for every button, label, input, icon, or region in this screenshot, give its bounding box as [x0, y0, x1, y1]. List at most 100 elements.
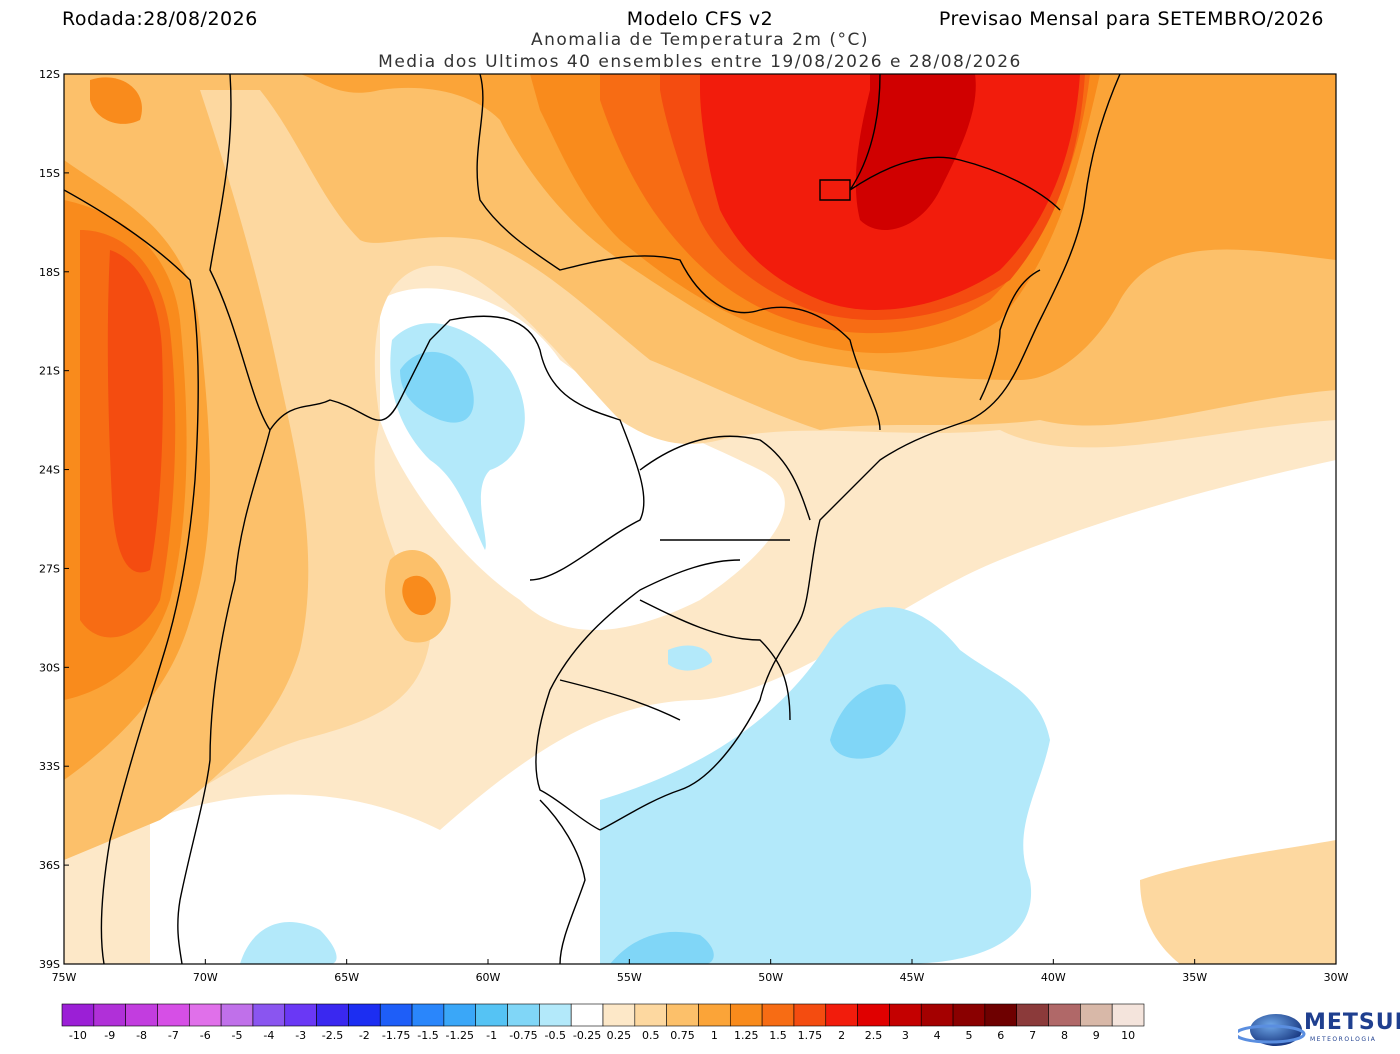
colorbar-swatch: [1080, 1003, 1113, 1027]
colorbar-label: -4: [263, 1029, 275, 1042]
colorbar-label: -3: [295, 1029, 307, 1042]
cool-region-rs: [668, 645, 712, 671]
warm-band-175-west: [107, 250, 163, 573]
colorbar-swatch: [61, 1003, 95, 1027]
warm-core-25: [855, 74, 976, 230]
warm-spot-chaco-core: [402, 575, 436, 616]
colorbar-label: -0.25: [572, 1029, 602, 1042]
lat-tick-label: 24S: [39, 464, 60, 477]
argentina-chile-border: [177, 429, 271, 964]
lon-tick-label: 55W: [617, 971, 642, 984]
lat-tick-label: 30S: [39, 661, 60, 674]
colorbar-swatch: [411, 1003, 445, 1027]
colorbar-swatch: [284, 1003, 317, 1027]
colorbar-label: 7: [1029, 1029, 1037, 1042]
colorbar-label: 0.75: [670, 1029, 695, 1042]
colorbar-label: 8: [1060, 1029, 1068, 1042]
anomaly-field: [64, 74, 1336, 964]
brazil-state-borders: [476, 74, 1061, 721]
variable-subtitle: Anomalia de Temperatura 2m (°C): [530, 30, 870, 50]
lon-tick-label: 75W: [52, 971, 77, 984]
warm-spot-nw: [90, 77, 142, 124]
colorbar-swatch: [507, 1003, 540, 1027]
lon-tick-label: 60W: [476, 971, 501, 984]
colorbar-label: 5: [965, 1029, 973, 1042]
colorbar-swatch: [1048, 1003, 1081, 1027]
map-frame: [63, 73, 1337, 965]
ensemble-subtitle: Media dos Ultimos 40 ensembles entre 19/…: [378, 52, 1022, 72]
lat-tick-label: 15S: [39, 167, 60, 180]
colorbar-label: 3: [901, 1029, 909, 1042]
colorbar-label: -2: [358, 1029, 370, 1042]
cool-core-atlantic: [830, 684, 906, 759]
colorbar-swatch: [857, 1003, 890, 1027]
lat-tick-label: 18S: [39, 266, 60, 279]
colorbar-label: 6: [997, 1029, 1005, 1042]
lon-tick-label: 45W: [900, 971, 925, 984]
lat-tick-label: 12S: [39, 68, 60, 81]
colorbar-label: 2: [838, 1029, 846, 1042]
colorbar-label: -6: [199, 1029, 211, 1042]
colorbar-swatch: [984, 1003, 1018, 1027]
colorbar-swatch: [539, 1003, 572, 1027]
colorbar-swatch: [1016, 1003, 1049, 1027]
colorbar-swatch: [125, 1003, 158, 1027]
colorbar-label: 1.75: [797, 1029, 823, 1042]
lon-tick-label: 50W: [758, 971, 783, 984]
colorbar-label: 9: [1092, 1029, 1100, 1042]
neutral-region-south: [150, 460, 1336, 964]
cool-core-south: [610, 931, 714, 964]
colorbar-swatch: [379, 1003, 413, 1027]
colorbar-label: -10: [68, 1029, 87, 1042]
colorbar-label: -1.5: [417, 1029, 439, 1042]
forecast-title: Previsao Mensal para SETEMBRO/2026: [938, 8, 1324, 30]
colorbar-swatch: [698, 1003, 731, 1027]
logo-wordmark: METSUL: [1304, 1010, 1400, 1035]
colorbar-swatch: [952, 1003, 986, 1027]
colorbar-label: 10: [1121, 1029, 1136, 1042]
colorbar-swatch: [316, 1003, 349, 1027]
colorbar-swatch: [1111, 1003, 1145, 1027]
colorbar-swatch: [602, 1003, 636, 1027]
colorbar-swatch: [157, 1003, 190, 1027]
colorbar-label: -9: [104, 1029, 116, 1042]
colorbar-label: 1.25: [733, 1029, 759, 1042]
lon-tick-label: 65W: [334, 971, 359, 984]
lat-tick-label: 21S: [39, 365, 60, 378]
lat-tick-label: 39S: [39, 958, 60, 971]
colorbar-label: 0.25: [606, 1029, 632, 1042]
colorbar-label: 4: [933, 1029, 941, 1042]
colorbar-label: -1.75: [381, 1029, 411, 1042]
colorbar-label: 0.5: [641, 1029, 660, 1042]
colorbar-swatch: [634, 1003, 667, 1027]
lon-tick-label: 70W: [193, 971, 218, 984]
cool-core-paraguay: [400, 351, 474, 423]
colorbar-swatch: [920, 1003, 954, 1027]
colorbar-label: -0.75: [509, 1029, 538, 1042]
colorbar-swatch: [666, 1003, 699, 1027]
colorbar-swatch: [348, 1003, 381, 1027]
argentina-coast: [539, 799, 586, 964]
colorbar-swatch: [443, 1003, 477, 1027]
model-title: Modelo CFS v2: [626, 8, 774, 30]
colorbar: [61, 1003, 1145, 1027]
colorbar-label: -0.5: [544, 1029, 566, 1042]
colorbar-label: -8: [136, 1029, 148, 1042]
colorbar-label: -2.5: [321, 1029, 344, 1042]
andes-border: [209, 74, 645, 581]
cool-region-atlantic: [600, 607, 1050, 964]
colorbar-swatch: [570, 1003, 604, 1027]
lon-tick-label: 40W: [1041, 971, 1066, 984]
coastline-borders: [64, 74, 1121, 964]
lat-tick-label: 36S: [39, 859, 60, 872]
uruguay-coast: [535, 559, 741, 831]
colorbar-label: -7: [167, 1029, 179, 1042]
colorbar-label: 2.5: [864, 1029, 883, 1042]
colorbar-swatch: [93, 1003, 126, 1027]
colorbar-swatch: [761, 1003, 795, 1027]
logo-subtitle: METEOROLOGIA: [1310, 1036, 1377, 1043]
colorbar-swatch: [188, 1003, 222, 1027]
lon-tick-label: 30W: [1324, 971, 1349, 984]
brazil-coast: [599, 74, 1121, 831]
lon-tick-label: 35W: [1182, 971, 1207, 984]
